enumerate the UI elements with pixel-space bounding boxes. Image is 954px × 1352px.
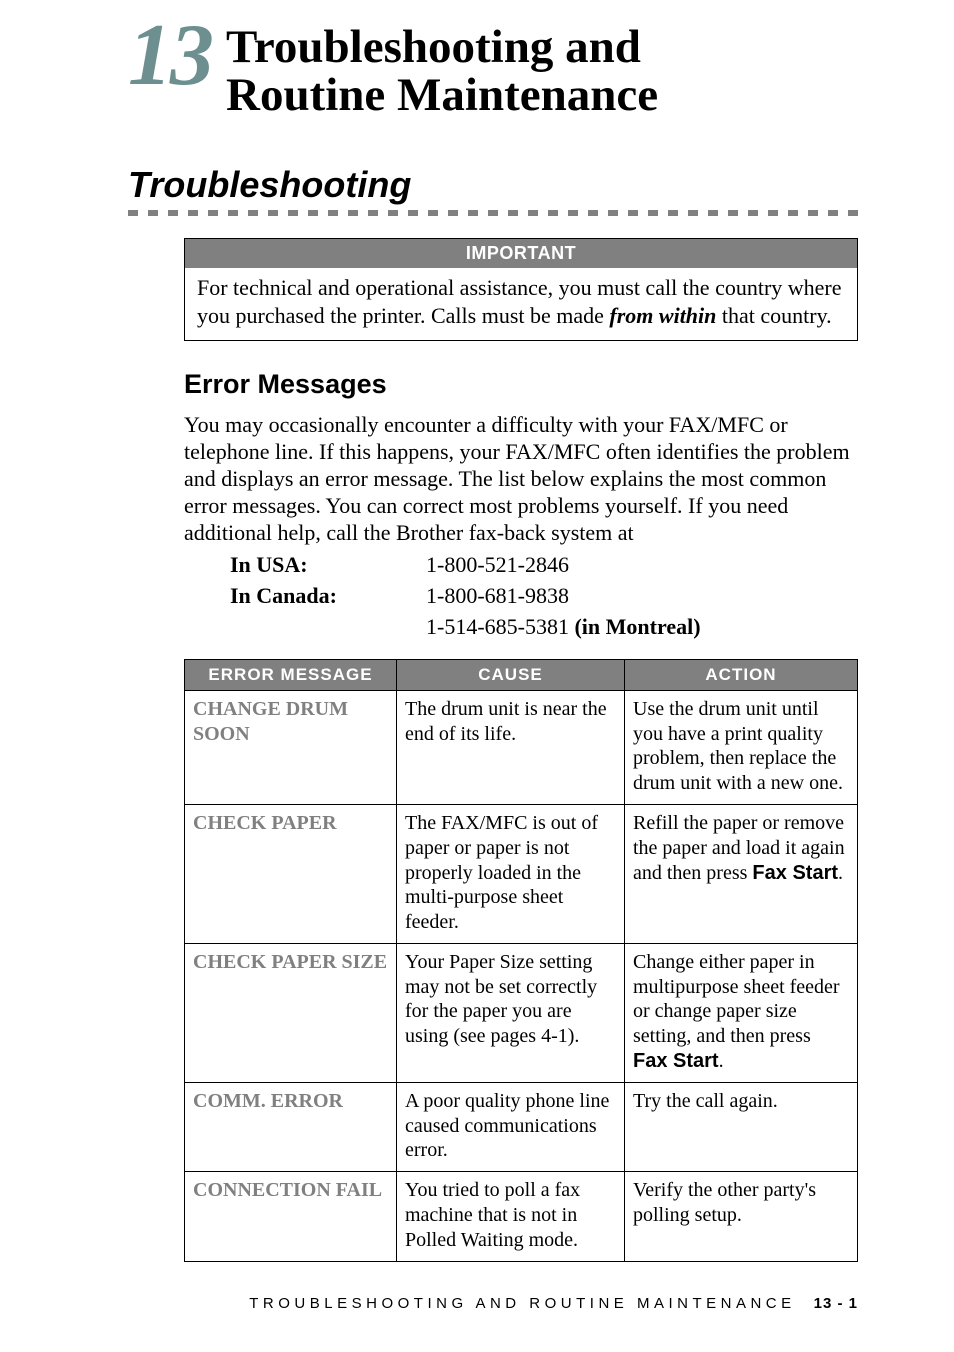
- footer-text: TROUBLESHOOTING AND ROUTINE MAINTENANCE: [249, 1295, 795, 1312]
- col-error-message: ERROR MESSAGE: [185, 659, 397, 690]
- cell-cause: The FAX/MFC is out of paper or paper is …: [397, 804, 625, 943]
- cell-cause: A poor quality phone line caused communi…: [397, 1082, 625, 1171]
- action-text: Try the call again.: [633, 1090, 778, 1112]
- phone-row: 1-514-685-5381 (in Montreal): [230, 612, 858, 643]
- footer-page: 13 - 1: [814, 1295, 858, 1312]
- cell-action: Refill the paper or remove the paper and…: [625, 804, 858, 943]
- subsection-title: Error Messages: [184, 369, 858, 400]
- chapter-title: Troubleshooting and Routine Maintenance: [226, 24, 658, 120]
- cell-action: Verify the other party's polling setup.: [625, 1172, 858, 1261]
- table-row: CHECK PAPER SIZE Your Paper Size setting…: [185, 943, 858, 1082]
- table-row: CHANGE DRUM SOON The drum unit is near t…: [185, 690, 858, 804]
- phone-block: In USA: 1-800-521-2846 In Canada: 1-800-…: [230, 550, 858, 642]
- error-table: ERROR MESSAGE CAUSE ACTION CHANGE DRUM S…: [184, 659, 858, 1262]
- subsection-body: You may occasionally encounter a difficu…: [184, 412, 858, 546]
- table-row: COMM. ERROR A poor quality phone line ca…: [185, 1082, 858, 1171]
- action-tail: .: [719, 1050, 724, 1072]
- phone-number-value: 1-514-685-5381: [426, 614, 569, 639]
- cell-cause: You tried to poll a fax machine that is …: [397, 1172, 625, 1261]
- action-text: Use the drum unit until you have a print…: [633, 698, 843, 794]
- phone-label: In Canada:: [230, 581, 426, 612]
- cell-action: Change either paper in multipurpose shee…: [625, 943, 858, 1082]
- action-bold: Fax Start: [752, 862, 838, 884]
- cell-error-message: CHECK PAPER: [185, 804, 397, 943]
- phone-row: In Canada: 1-800-681-9838: [230, 581, 858, 612]
- important-body-suffix: that country.: [716, 303, 831, 328]
- phone-number: 1-800-521-2846: [426, 550, 569, 581]
- page-footer: TROUBLESHOOTING AND ROUTINE MAINTENANCE 1…: [128, 1295, 858, 1312]
- important-body: For technical and operational assistance…: [185, 268, 857, 340]
- table-header-row: ERROR MESSAGE CAUSE ACTION: [185, 659, 858, 690]
- phone-row: In USA: 1-800-521-2846: [230, 550, 858, 581]
- chapter-title-line2: Routine Maintenance: [226, 69, 658, 121]
- phone-number: 1-800-681-9838: [426, 581, 569, 612]
- important-box: IMPORTANT For technical and operational …: [184, 238, 858, 341]
- phone-paren: (in Montreal): [569, 614, 701, 639]
- phone-label: In USA:: [230, 550, 426, 581]
- important-heading: IMPORTANT: [185, 239, 857, 268]
- action-text: Change either paper in multipurpose shee…: [633, 951, 840, 1047]
- table-row: CHECK PAPER The FAX/MFC is out of paper …: [185, 804, 858, 943]
- col-action: ACTION: [625, 659, 858, 690]
- action-text: Verify the other party's polling setup.: [633, 1179, 816, 1226]
- dashed-rule: [128, 210, 858, 216]
- cell-cause: The drum unit is near the end of its lif…: [397, 690, 625, 804]
- cell-action: Try the call again.: [625, 1082, 858, 1171]
- action-tail: .: [838, 862, 843, 884]
- cell-error-message: CHECK PAPER SIZE: [185, 943, 397, 1082]
- phone-label: [230, 612, 426, 643]
- chapter-header: 13 Troubleshooting and Routine Maintenan…: [128, 24, 858, 120]
- cell-cause: Your Paper Size setting may not be set c…: [397, 943, 625, 1082]
- section-title: Troubleshooting: [128, 164, 858, 206]
- table-row: CONNECTION FAIL You tried to poll a fax …: [185, 1172, 858, 1261]
- col-cause: CAUSE: [397, 659, 625, 690]
- cell-error-message: CHANGE DRUM SOON: [185, 690, 397, 804]
- cell-error-message: COMM. ERROR: [185, 1082, 397, 1171]
- cell-error-message: CONNECTION FAIL: [185, 1172, 397, 1261]
- chapter-title-line1: Troubleshooting and: [226, 21, 641, 73]
- phone-number: 1-514-685-5381 (in Montreal): [426, 612, 701, 643]
- important-body-emph: from within: [609, 303, 716, 328]
- cell-action: Use the drum unit until you have a print…: [625, 690, 858, 804]
- action-bold: Fax Start: [633, 1050, 719, 1072]
- chapter-number: 13: [128, 24, 212, 87]
